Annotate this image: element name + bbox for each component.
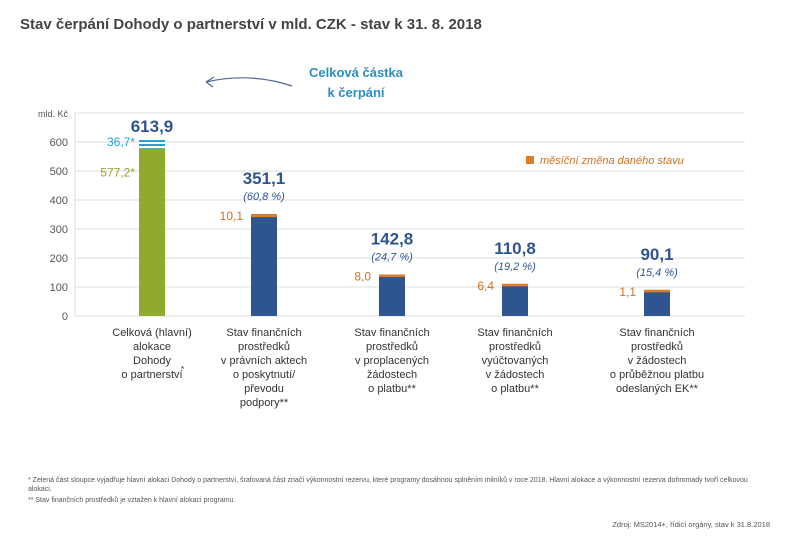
percent-label: (24,7 %) (371, 252, 413, 264)
category-footnote-mark: * (181, 365, 184, 374)
bar-total (502, 283, 528, 316)
y-tick-label: 0 (62, 311, 68, 323)
category-label-line: odeslaných EK** (616, 383, 699, 395)
y-tick-label: 200 (50, 253, 68, 265)
chart: 0 100 200 300 400 500 600 mld. Kč 613,936,7* 577,… (38, 65, 745, 409)
bar-total (379, 274, 405, 316)
bar-total (644, 289, 670, 316)
bar-total (251, 214, 277, 316)
bar-performance-reserve (139, 137, 165, 149)
category-label-line: Stav finančních (226, 327, 301, 339)
category-label-line: v žádostech (486, 369, 545, 381)
bar-monthly-change (251, 214, 277, 218)
footnote-2: ** Stav finančních prostředků je vztažen… (28, 497, 236, 504)
total-label: 351,1 (243, 169, 286, 188)
category-label-line: podpory** (240, 397, 289, 409)
category-label-line: o platbu** (368, 383, 416, 395)
category-label-line: v proplacených (355, 355, 429, 367)
annotation-line-1: Celková částka (309, 65, 404, 80)
category-label-line: Celková (hlavní) (112, 327, 191, 339)
category-label-line: o průběžnou platbu (610, 369, 704, 381)
category-label-line: o partnerství (121, 369, 182, 381)
chart-title: Stav čerpání Dohody o partnerství v mld.… (20, 16, 482, 33)
y-axis-label: mld. Kč (38, 109, 69, 119)
bar-monthly-change (502, 283, 528, 287)
category-label-line: v právních aktech (221, 355, 307, 367)
total-label: 142,8 (371, 230, 414, 249)
category-label-line: alokace (133, 341, 171, 353)
bar-monthly-change (379, 274, 405, 278)
y-tick-label: 400 (50, 195, 68, 207)
source-note: Zdroj: MS2014+, řídicí orgány, stav k 31… (612, 520, 770, 529)
legend-label: měsíční změna daného stavu (540, 155, 684, 167)
category-label-line: Stav finančních (354, 327, 429, 339)
annotation-arrow (205, 77, 293, 87)
monthly-change-label: 1,1 (619, 285, 636, 299)
bar-main-allocation (139, 148, 165, 316)
allocation-label: 577,2* (100, 166, 135, 180)
reserve-label: 36,7* (107, 135, 135, 149)
footnote-1: * Zelená část sloupce vyjadřuje hlavní a… (28, 477, 748, 493)
percent-label: (60,8 %) (243, 191, 285, 203)
category-label-line: vyúčtovaných (482, 355, 549, 367)
category-label-line: Stav finančních (477, 327, 552, 339)
legend-swatch (526, 156, 534, 164)
percent-label: (15,4 %) (636, 267, 678, 279)
category-label-line: Dohody (133, 355, 171, 367)
total-label: 613,9 (131, 117, 174, 136)
category-label-line: o platbu** (491, 383, 539, 395)
category-label-line: žádostech (367, 369, 417, 381)
category-label-line: prostředků (366, 341, 418, 353)
total-label: 90,1 (640, 245, 673, 264)
y-tick-label: 100 (50, 282, 68, 294)
y-tick-label: 300 (50, 224, 68, 236)
category-label-line: prostředků (631, 341, 683, 353)
category-label-line: prostředků (489, 341, 541, 353)
category-label-line: v žádostech (628, 355, 687, 367)
category-label-line: o poskytnutí/ (233, 369, 296, 381)
category-label-line: prostředků (238, 341, 290, 353)
category-label-line: převodu (244, 383, 284, 395)
bar-monthly-change (644, 289, 670, 293)
y-tick-label: 500 (50, 166, 68, 178)
category-label-line: Stav finančních (619, 327, 694, 339)
annotation-arrow-head (205, 76, 215, 88)
percent-label: (19,2 %) (494, 261, 536, 273)
total-label: 110,8 (494, 239, 536, 258)
monthly-change-label: 6,4 (477, 279, 494, 293)
y-tick-label: 600 (50, 137, 68, 149)
monthly-change-label: 8,0 (354, 270, 371, 284)
monthly-change-label: 10,1 (220, 209, 244, 223)
annotation-line-2: k čerpání (327, 85, 384, 100)
